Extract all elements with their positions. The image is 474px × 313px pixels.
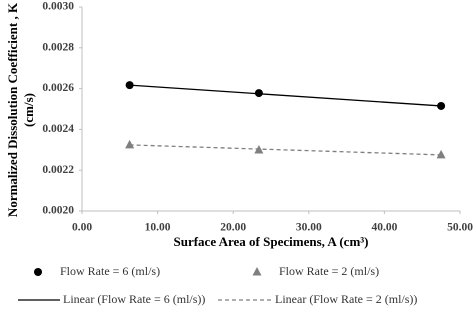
x-tick-label: 30.00 xyxy=(296,222,322,234)
point xyxy=(254,145,264,154)
legend-marker xyxy=(34,268,42,276)
legend-label: Linear (Flow Rate = 2 (ml/s)) xyxy=(275,292,417,306)
y-label-line: (cm/s) xyxy=(21,93,36,127)
point xyxy=(254,89,263,98)
y-tick-label: 0.0022 xyxy=(42,164,74,176)
x-tick-label: 40.00 xyxy=(371,222,397,234)
point xyxy=(125,81,134,90)
point xyxy=(125,139,135,149)
x-tick-label: 20.00 xyxy=(220,222,246,234)
y-tick-label: 0.0026 xyxy=(42,82,74,94)
point xyxy=(437,101,446,110)
x-label: Surface Area of Specimens, A (cm³) xyxy=(173,234,368,249)
y-tick-label: 0.0024 xyxy=(42,123,74,135)
legend-label: Linear (Flow Rate = 6 (ml/s)) xyxy=(63,292,205,306)
point xyxy=(436,149,446,159)
legend-marker xyxy=(252,267,262,276)
x-tick-label: 50.00 xyxy=(447,222,473,234)
x-tick-label: 10.00 xyxy=(145,222,171,234)
legend-label: Flow Rate = 2 (ml/s) xyxy=(279,264,379,278)
trend-line xyxy=(129,144,442,156)
y-tick-label: 0.0030 xyxy=(42,1,74,13)
y-label: Normalized Dissolution Coefficient , K (… xyxy=(5,2,36,217)
y-label-line: Normalized Dissolution Coefficient , K xyxy=(5,2,20,217)
trend-line xyxy=(129,84,442,107)
legend-label: Flow Rate = 6 (ml/s) xyxy=(60,264,160,278)
y-tick-label: 0.0020 xyxy=(42,205,74,217)
y-tick-label: 0.0028 xyxy=(42,41,74,53)
x-tick-label: 0.00 xyxy=(72,222,92,234)
